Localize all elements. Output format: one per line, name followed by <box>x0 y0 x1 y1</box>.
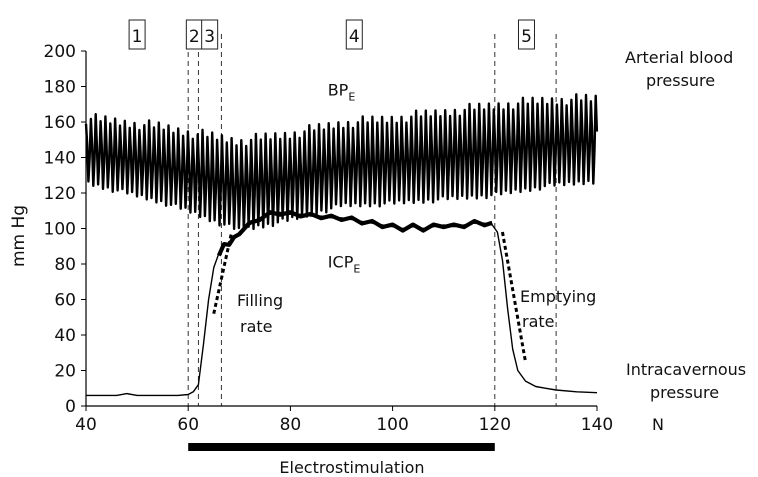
y-tick-label: 200 <box>44 42 76 62</box>
x-tick-label: 140 <box>581 415 613 435</box>
icp-label-sub: E <box>353 263 360 276</box>
y-tick-label: 100 <box>44 220 76 240</box>
y-tick-label: 160 <box>44 113 76 133</box>
filling-rate-label-line2: rate <box>240 317 273 336</box>
bp-label-main: BP <box>328 80 349 99</box>
n-label: N <box>652 415 664 434</box>
arterial-label-line1: Arterial blood <box>625 48 733 67</box>
phase-label: 2 <box>189 27 200 47</box>
y-axis-label: mm Hg <box>9 205 29 267</box>
filling-rate-label-line1: Filling <box>237 291 283 310</box>
phase-box <box>345 19 363 50</box>
y-tick-label: 0 <box>65 397 76 417</box>
phase-label: 3 <box>204 27 215 47</box>
stimulation-bar <box>188 443 495 451</box>
bp-series-label: BPE <box>328 80 356 103</box>
emptying-rate-label-line1: Emptying <box>520 287 596 306</box>
phase-box <box>128 19 146 50</box>
phase-box <box>517 19 535 50</box>
icp-plateau <box>216 210 493 257</box>
x-tick-label: 120 <box>479 415 511 435</box>
y-tick-label: 120 <box>44 184 76 204</box>
intracavernous-label-line2: pressure <box>650 383 719 402</box>
y-tick-label: 40 <box>54 326 76 346</box>
phase-label: 4 <box>349 27 360 47</box>
x-tick-label: 60 <box>177 415 199 435</box>
phase-boundary-lines <box>187 34 557 406</box>
y-tick-label: 60 <box>54 291 76 311</box>
y-tick-label: 140 <box>44 149 76 169</box>
phase-label: 5 <box>521 27 532 47</box>
y-tick-label: 80 <box>54 255 76 275</box>
stimulation-label: Electrostimulation <box>279 458 424 477</box>
x-tick-label: 40 <box>75 415 97 435</box>
annotations: mm Hg Arterial blood pressure Intracaver… <box>9 48 746 477</box>
phase-label: 1 <box>132 27 143 47</box>
series-icp: ICPE <box>86 210 598 397</box>
x-tick-label: 80 <box>280 415 302 435</box>
emptying-rate-label-line2: rate <box>522 312 555 331</box>
y-tick-label: 180 <box>44 78 76 98</box>
y-tick-label: 20 <box>54 362 76 382</box>
phase-box <box>201 19 219 50</box>
series-bp: BPE <box>84 80 599 232</box>
x-tick-label: 100 <box>376 415 408 435</box>
emptying-rate-line <box>500 231 527 362</box>
icp-label-main: ICP <box>328 253 354 272</box>
arterial-label-line2: pressure <box>646 71 715 90</box>
axes: 0 20 40 60 80 100 120 140 160 180 200 40 60 80 100 120 1… <box>44 42 613 451</box>
rate-lines <box>212 231 527 362</box>
icp-series-label: ICPE <box>328 253 361 276</box>
intracavernous-label-line1: Intracavernous <box>626 360 746 379</box>
bp-label-sub: E <box>348 90 355 103</box>
bp-trace <box>84 93 599 232</box>
